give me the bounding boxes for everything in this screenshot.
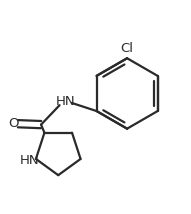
Text: HN: HN: [20, 154, 39, 167]
Text: HN: HN: [56, 95, 76, 108]
Text: O: O: [9, 117, 19, 130]
Text: Cl: Cl: [121, 42, 134, 55]
